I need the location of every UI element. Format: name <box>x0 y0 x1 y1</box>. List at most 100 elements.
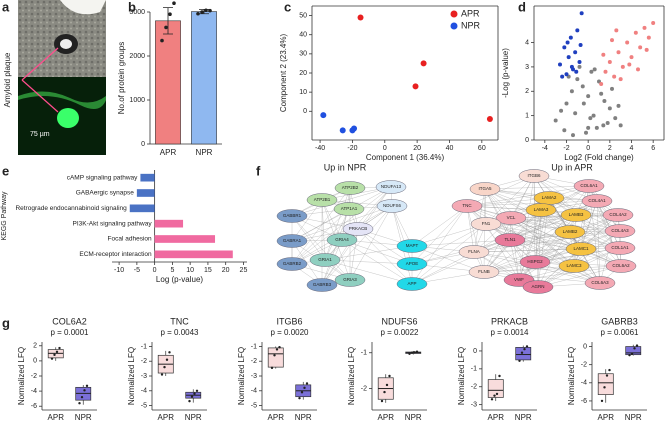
y-axis-label: KEGG Pathway <box>1 191 8 241</box>
x-axis-label: Log2 (Fold change) <box>564 153 634 162</box>
data-point <box>204 8 208 13</box>
network-node <box>558 259 590 273</box>
chart-subtitle: p = 0.0020 <box>270 328 309 337</box>
scale-label: 75 µm <box>30 131 50 138</box>
node-label: GABRB3 <box>313 282 332 287</box>
y-axis-label: Normalized LFQ <box>237 347 246 405</box>
data-point <box>580 84 585 89</box>
x-tick-label: NPR <box>185 413 202 422</box>
data-point <box>305 382 309 385</box>
edge <box>484 185 590 190</box>
edge <box>411 251 475 285</box>
network-node <box>584 276 616 290</box>
x-tick-label: 6 <box>651 145 655 152</box>
node-label: APP <box>407 281 416 286</box>
x-tick-label: 2 <box>608 145 612 152</box>
y-tick-label: -3 <box>471 401 477 408</box>
data-point <box>208 8 212 13</box>
data-point <box>160 373 164 376</box>
chart: 0 1000 2000 3000 No.of protein groups APR NPR <box>117 1 222 157</box>
data-point <box>50 357 54 360</box>
network-node <box>468 265 500 279</box>
chart-title: NDUFS6 <box>381 316 417 326</box>
data-point <box>408 352 411 356</box>
x-tick-label: APR <box>488 413 505 422</box>
network-node <box>560 208 592 222</box>
edge <box>324 259 413 285</box>
network-node <box>581 194 613 208</box>
node-label: COL4A2 <box>609 212 627 217</box>
bar <box>140 173 155 182</box>
plaque-fluor <box>57 108 79 128</box>
edge <box>411 205 468 285</box>
y-tick-label: -2 <box>251 358 257 365</box>
x-tick-label: 15 <box>204 267 212 274</box>
data-point <box>495 392 499 396</box>
data-point <box>85 384 89 388</box>
network-node <box>458 245 490 259</box>
network-node <box>342 222 374 236</box>
node-label: VWF <box>514 277 524 282</box>
node-label: COL6A1 <box>580 183 598 188</box>
data-point <box>616 103 621 108</box>
data-point <box>193 392 196 395</box>
network-node <box>604 241 636 255</box>
network-node <box>306 193 338 207</box>
data-point <box>270 366 274 370</box>
edge <box>411 245 485 273</box>
category-label: Focal adhesion <box>108 236 152 243</box>
y-axis-label: -Log (p-value) <box>501 48 510 98</box>
data-point <box>579 11 584 16</box>
node-label: ATP1A1 <box>341 206 358 211</box>
edge <box>466 205 475 253</box>
edge <box>485 223 621 232</box>
edge <box>473 248 582 253</box>
y-tick-label: -6 <box>31 403 37 410</box>
data-point <box>278 345 281 349</box>
chart: 0 10 20 30 40 50 Component 2 (23.4%) -40 -20 0 20 4… <box>279 5 499 162</box>
data-point <box>629 55 634 60</box>
edge <box>483 214 577 273</box>
x-tick-label: 20 <box>222 267 230 274</box>
data-point <box>196 11 200 16</box>
node-label: LAMA3 <box>534 207 549 212</box>
arrow <box>21 79 59 113</box>
edge <box>483 230 621 273</box>
y-axis-label: Normalized LFQ <box>17 347 26 405</box>
x-tick-label: 60 <box>478 145 486 152</box>
x-tick-label: APR <box>48 413 65 422</box>
chart-subtitle: p = 0.0022 <box>380 328 419 337</box>
edge <box>537 265 622 288</box>
data-point <box>646 35 651 40</box>
panel-letter: c <box>284 0 291 14</box>
chart-title: ITGB6 <box>276 316 302 326</box>
data-point <box>575 77 580 82</box>
network-node <box>376 199 408 213</box>
data-point <box>562 128 567 133</box>
chart-subtitle: p = 0.0001 <box>50 328 89 337</box>
bar <box>154 250 233 259</box>
x-tick-label: -5 <box>134 267 140 274</box>
data-point <box>351 125 358 132</box>
data-point <box>571 133 575 138</box>
y-axis-label: No.of protein groups <box>117 42 126 115</box>
network-title: Up in NPR <box>324 162 367 172</box>
edge <box>534 214 577 263</box>
data-point <box>599 81 604 86</box>
y-axis-label: Normalized LFQ <box>347 347 356 405</box>
y-tick-label: -5 <box>141 402 147 409</box>
data-point <box>383 390 386 394</box>
node-label: APOE <box>406 261 419 266</box>
y-tick-label: -4 <box>31 388 37 395</box>
data-point <box>553 118 558 123</box>
x-tick-label: 0 <box>153 267 157 274</box>
edge <box>485 223 582 250</box>
network-node <box>573 179 605 193</box>
bar <box>154 235 216 243</box>
plaque-core <box>60 39 72 49</box>
data-point <box>616 50 621 55</box>
data-point <box>78 402 81 405</box>
data-point <box>559 108 564 113</box>
data-point <box>651 21 656 26</box>
data-point <box>564 72 569 77</box>
